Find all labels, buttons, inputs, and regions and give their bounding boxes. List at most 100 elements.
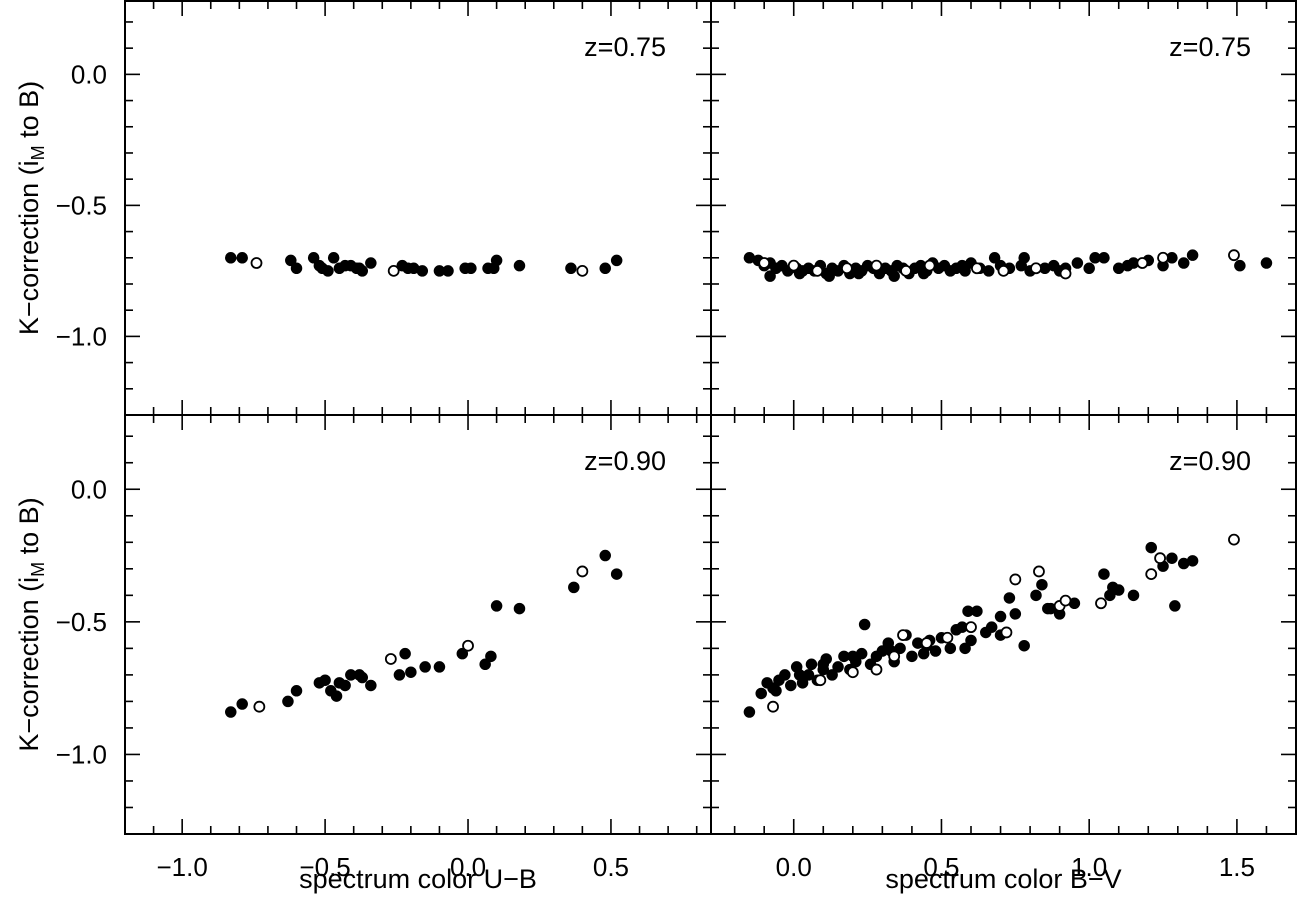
y-tick-label: 0.0	[71, 59, 107, 89]
data-point-filled	[1036, 578, 1048, 591]
x-tick-label: −0.5	[299, 852, 350, 882]
data-point-filled	[1018, 252, 1030, 264]
data-point-open	[1157, 251, 1169, 264]
x-tick-label: 1.5	[1219, 852, 1255, 882]
data-point-filled	[1003, 592, 1016, 604]
x-tick-label: 0.5	[593, 852, 629, 882]
plot-frame	[124, 414, 712, 835]
data-point-filled	[490, 254, 503, 267]
data-point-filled	[599, 262, 611, 275]
data-point-open	[1000, 626, 1013, 639]
data-point-filled	[236, 252, 248, 264]
data-point-filled	[290, 262, 303, 275]
data-point-filled	[743, 706, 756, 718]
data-point-open	[1059, 594, 1072, 607]
data-point-filled	[285, 254, 297, 267]
data-point-open	[250, 257, 263, 269]
data-point-filled	[399, 647, 411, 660]
data-point-filled	[1169, 600, 1181, 612]
data-point-open	[900, 264, 912, 277]
data-point-filled	[1098, 568, 1110, 580]
data-point-open	[941, 631, 954, 644]
plot-frame	[710, 414, 1297, 835]
data-point-filled	[433, 661, 446, 673]
data-point-filled	[442, 265, 454, 277]
data-point-filled	[847, 650, 859, 663]
y-axis-label-subscript: M	[28, 562, 48, 577]
data-point-filled	[1145, 541, 1157, 554]
y-axis-label-end: to B)	[14, 81, 44, 146]
plot-frame	[124, 0, 712, 416]
data-point-filled	[823, 270, 835, 282]
data-point-filled	[965, 634, 977, 647]
data-point-filled	[290, 685, 303, 697]
data-point-open	[965, 621, 977, 634]
data-point-filled	[610, 254, 623, 267]
x-axis-label: spectrum color U−B	[299, 864, 537, 894]
data-point-filled	[764, 270, 776, 282]
data-point-filled	[929, 645, 942, 657]
data-point-filled	[339, 679, 351, 692]
y-tick-label: −1.0	[56, 739, 107, 769]
data-point-filled	[465, 262, 477, 275]
redshift-annotation: z=0.90	[584, 446, 666, 476]
data-point-open	[870, 259, 883, 272]
data-point-open	[814, 674, 827, 687]
y-tick-label: 0.0	[71, 474, 107, 504]
data-point-filled	[858, 618, 871, 631]
y-axis-label-main: K−correction (i	[14, 577, 44, 752]
data-point-filled	[888, 270, 900, 282]
data-point-filled	[565, 262, 577, 275]
data-point-open	[1095, 597, 1107, 610]
data-point-filled	[610, 568, 623, 580]
data-point-filled	[307, 252, 320, 264]
data-point-open	[1154, 552, 1166, 565]
data-point-filled	[988, 252, 1001, 264]
data-point-filled	[982, 265, 995, 277]
data-point-filled	[959, 265, 971, 277]
data-point-filled	[513, 602, 526, 615]
data-point-filled	[485, 650, 497, 663]
data-point-filled	[994, 610, 1007, 623]
data-point-filled	[225, 252, 237, 264]
data-point-filled	[1234, 259, 1246, 272]
y-axis-label: K−correction (iM to B)	[14, 81, 48, 335]
data-point-filled	[236, 698, 248, 710]
data-point-filled	[1009, 608, 1022, 620]
data-point-filled	[393, 669, 406, 681]
y-tick-label: −0.5	[56, 190, 107, 220]
data-point-filled	[985, 621, 998, 633]
y-axis-label-main: K−correction (i	[14, 160, 44, 335]
data-point-filled	[322, 265, 334, 277]
data-point-open	[920, 637, 933, 649]
data-point-filled	[365, 679, 377, 692]
plot-frame	[710, 0, 1297, 416]
data-point-open	[811, 264, 824, 277]
data-point-filled	[1018, 639, 1030, 652]
data-point-filled	[282, 695, 294, 708]
data-point-filled	[1127, 589, 1140, 602]
data-point-filled	[1089, 252, 1101, 264]
data-point-open	[841, 262, 853, 275]
data-point-open	[897, 629, 909, 642]
data-point-open	[1136, 257, 1149, 269]
data-point-open	[846, 666, 859, 679]
data-point-filled	[832, 661, 844, 673]
redshift-annotation: z=0.75	[1169, 32, 1251, 62]
data-point-filled	[599, 549, 611, 562]
data-point-open	[576, 565, 589, 578]
data-point-open	[923, 259, 936, 272]
data-point-filled	[1260, 257, 1273, 269]
data-point-open	[1145, 568, 1158, 581]
data-point-open	[870, 663, 883, 676]
data-point-filled	[456, 647, 469, 660]
data-point-filled	[1083, 262, 1095, 275]
y-axis-label: K−correction (iM to B)	[14, 497, 48, 751]
data-point-filled	[852, 267, 865, 280]
data-point-filled	[793, 669, 806, 681]
data-point-filled	[770, 685, 782, 697]
data-point-filled	[817, 658, 830, 671]
data-point-filled	[1121, 259, 1134, 272]
x-tick-label: 1.0	[1071, 852, 1107, 882]
